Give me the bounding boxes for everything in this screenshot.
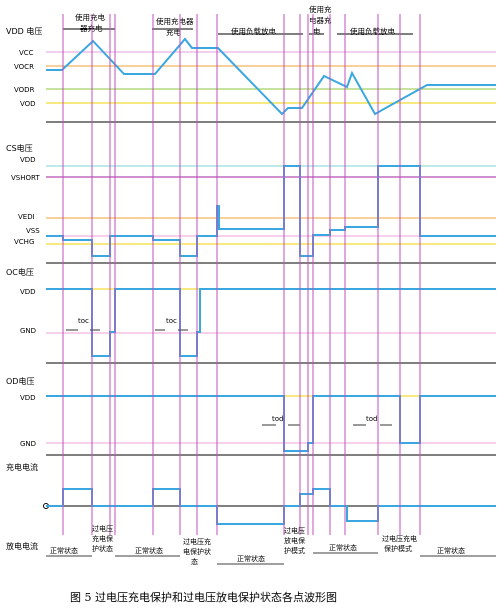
cs-panel: CS电压 VDD VSHORT VEDI VSS VCHG [6, 143, 496, 264]
od-panel-title: OD电压 [6, 376, 34, 386]
state-ovc-2b: 电保护状 [183, 547, 211, 556]
toc-label-1: toc [78, 317, 89, 325]
vdd-waveform [46, 37, 496, 116]
state-ovc-2a: 过电压充 [183, 537, 211, 546]
state-ovd-a: 过电压 [284, 526, 305, 535]
phase-label-charge2-b: 充电 [166, 27, 181, 37]
vss-label: VSS [26, 227, 40, 235]
oc-gnd-label: GND [20, 327, 36, 335]
phase-label-load1: 使用负载放电 [231, 26, 276, 36]
cs-panel-title: CS电压 [6, 143, 33, 153]
vdd-panel: VDD 电压 VCC VOCR VODR VOD 使用充电 器充电 使用充电器 … [6, 4, 496, 123]
vchg-label: VCHG [14, 238, 34, 246]
state-ovc-1b: 充电保 [92, 534, 113, 543]
state-normal-1: 正常状态 [50, 546, 78, 555]
state-ovd-b: 放电保 [284, 536, 305, 545]
vdd-panel-title: VDD 电压 [6, 26, 42, 36]
vocr-label: VOCR [14, 63, 34, 71]
vcc-label: VCC [19, 49, 34, 57]
state-normal-4: 正常状态 [329, 543, 357, 552]
vedi-label: VEDI [18, 213, 35, 221]
state-ovc-2c: 态 [191, 557, 198, 566]
state-normal-2: 正常状态 [135, 546, 163, 555]
phase-label-charge1-a: 使用充电 [75, 12, 105, 22]
cs-vdd-label: VDD [20, 156, 36, 164]
phase-label-charge1-b: 器充电 [80, 23, 103, 33]
state-normal-3: 正常状态 [237, 554, 265, 563]
oc-waveform [46, 288, 496, 357]
od-panel: OD电压 VDD GND tod tod [6, 376, 496, 456]
phase-label-charge2-a: 使用充电器 [156, 16, 194, 26]
toc-label-2: toc [166, 317, 177, 325]
current-panel: 充电电流 放电电流 [6, 462, 496, 551]
state-labels: 正常状态 过电压 充电保 护状态 正常状态 过电压充 电保护状 态 正常状态 过… [50, 524, 465, 566]
vod-label: VOD [20, 100, 36, 108]
state-ovc-1c: 护状态 [92, 544, 113, 553]
figure-caption: 图 5 过电压充电保护和过电压放电保护状态各点波形图 [70, 590, 337, 604]
od-gnd-label: GND [20, 440, 36, 448]
state-normal-5: 正常状态 [437, 546, 465, 555]
charge-current-label: 充电电流 [6, 462, 38, 472]
phase-label-load2: 使用负载放电 [350, 26, 395, 36]
time-markers [62, 14, 421, 535]
phase-label-charge3-c: 电 [313, 26, 321, 36]
od-vdd-label: VDD [20, 394, 36, 402]
state-brackets [46, 552, 496, 565]
oc-panel-title: OC电压 [6, 267, 34, 277]
discharge-current-label: 放电电流 [6, 541, 38, 551]
phase-label-charge3-a: 使用充 [309, 4, 332, 14]
tod-label-2: tod [366, 415, 377, 423]
state-ovc-3a: 过电压充电 [382, 534, 417, 543]
state-ovc-3b: 保护模式 [384, 544, 412, 553]
state-ovd-c: 护模式 [284, 546, 305, 555]
oc-vdd-label: VDD [20, 288, 36, 296]
vodr-label: VODR [14, 86, 35, 94]
oc-panel: OC电压 VDD GND toc toc [6, 267, 496, 364]
state-ovc-1a: 过电压 [92, 524, 113, 533]
vshort-label: VSHORT [11, 174, 40, 182]
tod-label-1: tod [272, 415, 283, 423]
cs-waveform [46, 165, 496, 257]
phase-label-charge3-b: 电器充 [309, 15, 332, 25]
